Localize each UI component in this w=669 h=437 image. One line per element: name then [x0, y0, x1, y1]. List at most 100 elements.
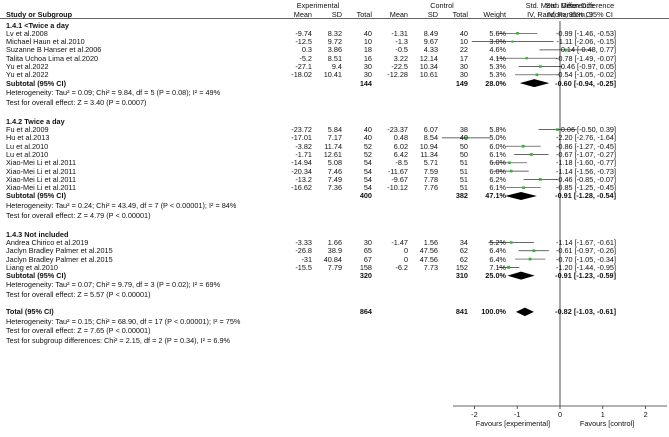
study-ci: -0.54 [-1.05, -0.02]	[555, 70, 616, 80]
exp-total: 16	[363, 53, 372, 63]
ctl-sd: 7.59	[423, 166, 438, 176]
ctl-mean: -0.5	[395, 45, 408, 55]
ctl-sd: 5.71	[423, 158, 438, 168]
study-weight: 3.0%	[489, 37, 506, 47]
x-tick-label: 1	[600, 410, 605, 419]
study-weight: 6.0%	[489, 141, 506, 151]
favours-control-label: Favours [control]	[579, 419, 635, 428]
heterogeneity: Heterogeneity: Tau² = 0.07; Chi² = 9.79,…	[6, 280, 221, 290]
exp-mean: -20.34	[291, 166, 312, 176]
exp-mean: -27.1	[295, 62, 312, 71]
exp-total: 40	[363, 28, 372, 38]
total-ctl-total: 841	[455, 307, 468, 317]
ctl-sd: 4.33	[423, 45, 438, 55]
ctl-total: 17	[459, 53, 468, 63]
study-name: Hu et al.2013	[6, 133, 50, 143]
header-weight: Weight	[483, 9, 506, 19]
study-marker	[509, 169, 513, 173]
subtotal-ctl-total: 149	[455, 78, 468, 88]
study-marker	[532, 249, 536, 253]
subtotal-ctl-total: 310	[455, 271, 468, 281]
total-weight: 100.0%	[481, 307, 506, 317]
exp-total: 67	[363, 254, 372, 264]
x-tick-label: -1	[513, 410, 521, 419]
study-ci: -0.67 [-1.07, -0.27]	[555, 149, 616, 159]
exp-total: 30	[363, 237, 372, 247]
heterogeneity: Heterogeneity: Tau² = 0.24; Chi² = 43.49…	[6, 200, 237, 210]
overall-effect-test: Test for overall effect: Z = 3.40 (P = 0…	[6, 97, 147, 107]
study-weight: 7.1%	[489, 262, 506, 272]
ctl-sd: 8.54	[423, 133, 438, 143]
exp-sd: 5.08	[327, 158, 342, 168]
ctl-mean: 6.02	[393, 141, 408, 151]
ctl-total: 34	[459, 237, 468, 247]
study-name: Yu et al.2022	[6, 70, 49, 80]
exp-mean: -14.94	[291, 158, 312, 168]
ctl-mean: -1.31	[391, 28, 408, 38]
x-tick-label: -2	[471, 410, 478, 419]
exp-sd: 1.66	[327, 237, 342, 247]
study-marker	[508, 161, 511, 165]
ctl-total: 62	[459, 254, 468, 264]
study-marker	[535, 73, 539, 77]
ctl-mean: -1.47	[391, 237, 408, 247]
header-sd: SD	[331, 9, 342, 19]
study-ci: -1.18 [-1.60, -0.77]	[555, 158, 616, 168]
exp-total: 54	[363, 174, 372, 184]
exp-total: 54	[363, 166, 372, 176]
exp-mean: -9.74	[295, 28, 312, 38]
study-ci: -0.46 [-0.97, 0.05]	[558, 62, 616, 71]
ctl-sd: 1.56	[423, 237, 438, 247]
ctl-sd: 10.94	[419, 141, 438, 151]
total-diamond	[515, 307, 534, 317]
study-ci: -0.78 [-1.49, -0.07]	[555, 53, 616, 63]
study-marker	[509, 241, 513, 244]
ctl-mean: 3.22	[393, 53, 408, 63]
study-name: Liang et al.2010	[6, 262, 58, 272]
subtotal-exp-total: 400	[359, 191, 372, 201]
total-heterogeneity: Heterogeneity: Tau² = 0.15; Chi² = 68.90…	[6, 316, 241, 326]
ctl-total: 30	[459, 70, 468, 80]
favours-experimental-label: Favours [experimental]	[475, 419, 551, 428]
ctl-sd: 47.56	[419, 254, 438, 264]
ctl-mean: 0	[403, 246, 408, 256]
ctl-total: 22	[459, 45, 468, 55]
ctl-sd: 11.34	[420, 149, 438, 159]
exp-total: 40	[363, 133, 372, 143]
total-label: Total (95% CI)	[6, 307, 54, 317]
study-ci: -0.99 [-1.46, -0.53]	[555, 28, 616, 38]
study-name: Lu et al.2010	[6, 141, 49, 151]
study-weight: 5.3%	[489, 70, 506, 80]
x-tick-label: 2	[643, 410, 648, 419]
exp-sd: 7.36	[327, 183, 342, 193]
header-control-sd: SD	[427, 9, 438, 19]
study-name: Jaclyn Bradley Palmer et al.2015	[6, 246, 113, 256]
exp-sd: 10.41	[323, 70, 342, 80]
ctl-mean: -9.67	[391, 174, 408, 184]
study-marker	[522, 186, 525, 190]
subtotal-ci: -0.91 [-1.28, -0.54]	[555, 191, 616, 201]
exp-total: 10	[363, 37, 372, 47]
subtotal-weight: 47.1%	[485, 191, 506, 201]
exp-sd: 9.72	[327, 37, 342, 47]
subtotal-weight: 25.0%	[485, 271, 506, 281]
exp-sd: 8.32	[327, 28, 342, 38]
header-control-total: Total	[452, 9, 468, 19]
ctl-total: 10	[459, 37, 468, 47]
study-weight: 5.6%	[489, 28, 506, 38]
exp-total: 54	[363, 158, 372, 168]
ctl-sd: 8.49	[423, 28, 438, 38]
exp-sd: 7.79	[327, 262, 342, 272]
study-weight: 5.0%	[489, 133, 506, 143]
study-marker	[556, 128, 559, 131]
subtotal-ctl-total: 382	[455, 191, 468, 201]
study-ci: -0.70 [-1.05, -0.34]	[555, 254, 616, 264]
study-weight: 4.1%	[489, 53, 506, 63]
study-ci: -1.20 [-1.44, -0.95]	[555, 262, 616, 272]
ctl-mean: -6.2	[395, 262, 408, 272]
exp-sd: 8.51	[327, 53, 342, 63]
ctl-total: 38	[459, 125, 468, 135]
study-name: Xiao-Mei Li et al.2011	[6, 183, 77, 193]
header-control-mean: Mean	[389, 9, 408, 19]
